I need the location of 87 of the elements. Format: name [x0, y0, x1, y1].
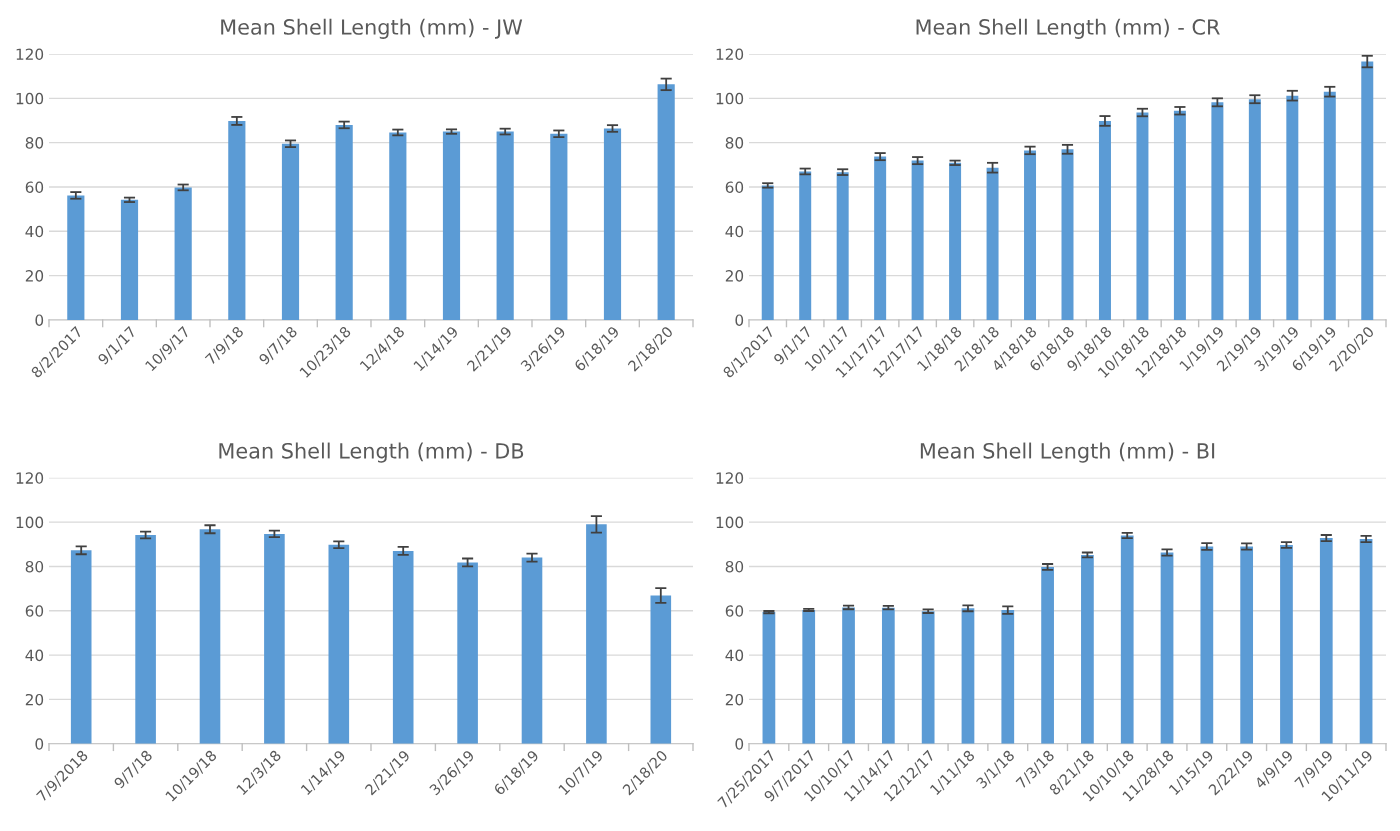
bar — [1160, 552, 1174, 744]
bar — [1361, 61, 1374, 320]
bar — [1240, 546, 1254, 744]
bar — [586, 524, 607, 744]
bar — [799, 171, 812, 320]
y-tick-label: 100 — [716, 92, 744, 105]
bar — [836, 172, 849, 320]
bar — [1286, 95, 1299, 320]
y-tick-label: 60 — [725, 181, 744, 193]
y-tick-label: 20 — [725, 270, 744, 282]
bar — [228, 120, 246, 320]
bar — [657, 84, 675, 320]
bar — [281, 143, 300, 320]
bar — [442, 131, 461, 320]
bar — [1280, 544, 1293, 744]
bar — [986, 167, 999, 320]
bar — [1041, 566, 1054, 744]
chart-title: Mean Shell Length (mm) - BI — [920, 442, 1215, 463]
bar — [1173, 110, 1186, 320]
y-tick-label: 40 — [725, 649, 744, 662]
y-tick-label: 80 — [25, 560, 44, 573]
y-tick-label: 20 — [25, 270, 44, 282]
y-tick-label: 80 — [725, 560, 744, 573]
bar — [1081, 554, 1094, 744]
bar — [199, 529, 221, 744]
bar — [881, 607, 895, 744]
bar — [264, 533, 285, 744]
y-tick-label: 40 — [725, 225, 744, 238]
y-tick-label: 120 — [716, 472, 744, 484]
bar — [67, 195, 85, 320]
y-tick-label: 20 — [25, 693, 44, 706]
bar — [762, 612, 776, 744]
bar — [1211, 102, 1224, 320]
bar — [457, 562, 478, 744]
y-tick-label: 20 — [725, 693, 744, 706]
y-tick-label: 60 — [25, 181, 44, 193]
y-tick-label: 120 — [16, 472, 44, 484]
bar — [874, 156, 887, 320]
bar — [550, 133, 568, 320]
y-tick-label: 40 — [25, 225, 44, 238]
bar — [1323, 91, 1336, 320]
bar — [1061, 149, 1074, 320]
y-tick-label: 80 — [25, 137, 44, 149]
y-tick-label: 60 — [25, 605, 44, 617]
bar — [174, 187, 192, 320]
bar — [921, 611, 935, 744]
bar — [521, 557, 543, 744]
y-tick-label: 60 — [725, 605, 744, 617]
bar — [1248, 99, 1261, 320]
bar — [1024, 150, 1037, 320]
bar — [335, 124, 353, 320]
bar — [1319, 538, 1333, 744]
bar — [802, 609, 816, 744]
y-tick-label: 100 — [16, 516, 44, 529]
bar — [1098, 120, 1111, 320]
y-tick-label: 80 — [725, 137, 744, 149]
y-tick-label: 100 — [716, 516, 744, 529]
bar — [949, 162, 962, 320]
bar — [603, 128, 622, 320]
bar — [328, 544, 350, 744]
bar — [392, 550, 414, 744]
bar — [135, 535, 156, 744]
bar — [1359, 538, 1373, 744]
y-tick-label: 0 — [35, 738, 44, 750]
chart-title: Mean Shell Length (mm) - JW — [221, 18, 523, 39]
y-tick-label: 0 — [735, 738, 744, 750]
y-tick-label: 100 — [16, 92, 44, 105]
bar — [496, 131, 514, 320]
bar — [842, 607, 855, 744]
bar — [1120, 535, 1134, 744]
y-tick-label: 120 — [16, 48, 44, 61]
chart-title: Mean Shell Length (mm) - DB — [219, 442, 524, 463]
bar — [70, 550, 92, 744]
y-tick-label: 120 — [716, 48, 744, 61]
y-tick-label: 40 — [25, 649, 44, 662]
bar — [911, 160, 924, 320]
bar — [1136, 112, 1149, 320]
bar — [961, 608, 975, 744]
bar — [120, 199, 139, 320]
y-tick-label: 0 — [735, 314, 744, 326]
y-tick-label: 0 — [35, 314, 44, 326]
bar — [389, 132, 407, 320]
bar — [1001, 610, 1015, 744]
bar — [1200, 546, 1214, 744]
chart-title: Mean Shell Length (mm) - CR — [916, 18, 1220, 39]
bar — [650, 595, 672, 744]
bar — [761, 185, 774, 320]
